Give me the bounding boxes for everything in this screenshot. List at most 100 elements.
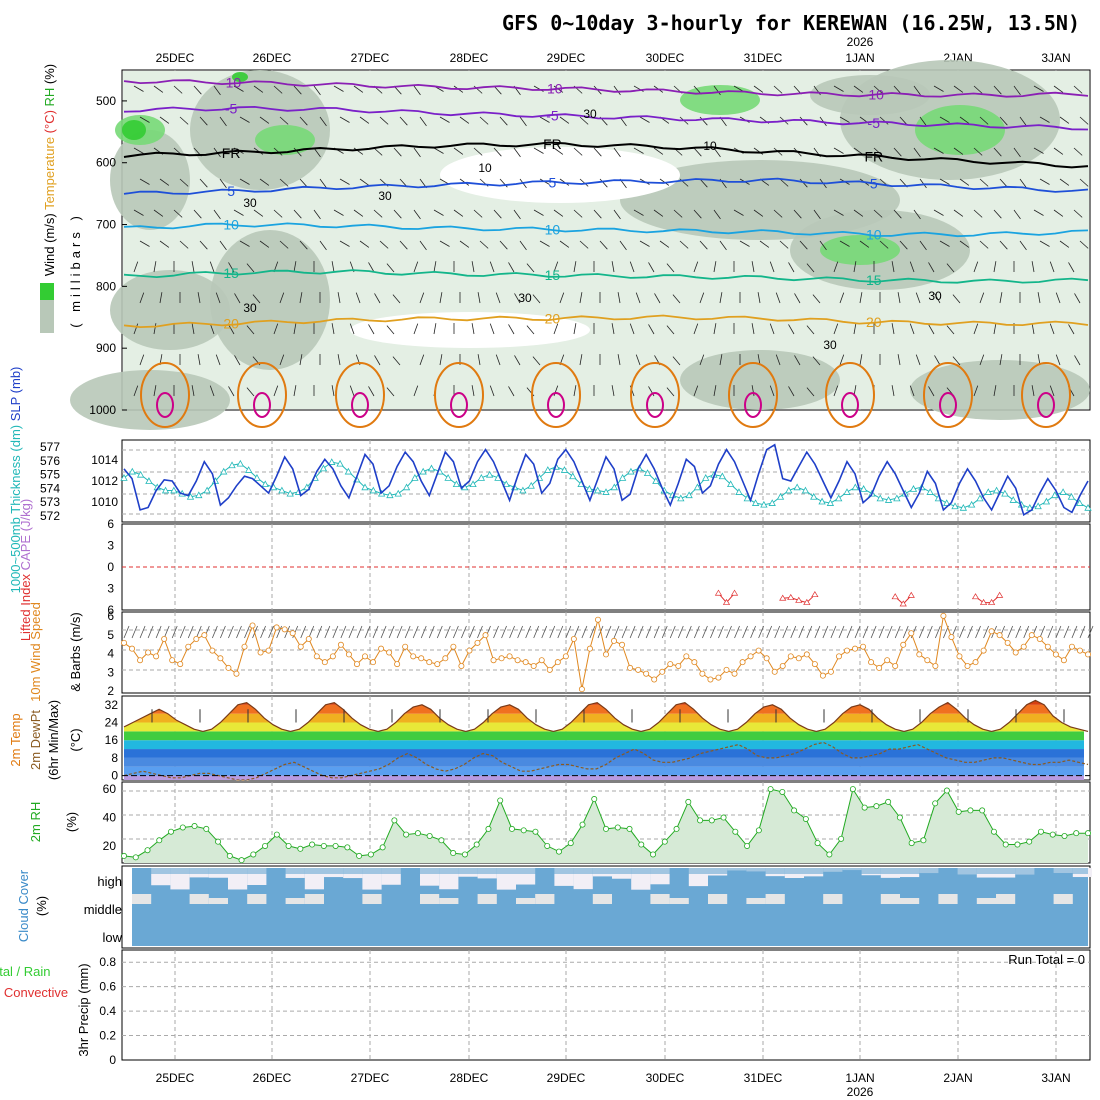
thickness-point [585,485,594,492]
rh2m-point [955,808,962,815]
wind-barb [699,240,708,250]
wind-barb [812,294,821,304]
wind-barb [1019,240,1027,251]
wind-barb [635,292,641,304]
wind-barb [611,261,615,273]
rh2m-point [603,825,610,832]
temp-color-band [124,757,1084,767]
cloud-mid-gap [823,894,843,904]
wind-barb [699,292,705,304]
thickness-point [527,481,535,489]
rh2m-point [250,851,257,858]
cloud-mid-gap [477,894,497,904]
wind-barb [559,292,565,304]
wind-speed-point [249,622,256,629]
wind-barb [939,116,950,123]
cloud-mid-gap [189,894,209,904]
thickness-point [610,483,618,491]
wind-barb [461,625,467,639]
wind-barb [648,386,655,397]
wind-speed-point [1036,636,1043,643]
temperature-contour-label: -5 [868,115,881,131]
wind-barb [379,240,389,249]
wind-barb [133,385,139,397]
wind-barb [388,625,395,639]
wind-barb [959,178,970,186]
wind-speed-point [522,659,529,666]
temp-color-band [124,700,1084,705]
lifted-index-point [803,598,811,605]
rh-area [124,789,1088,863]
wind-speed-point [586,645,593,652]
rh-contour-label: 30 [518,291,532,305]
wind-barb [679,240,689,249]
wind-barb [1079,625,1086,639]
wind-speed-point [972,659,979,666]
lifted-index-point [996,591,1004,598]
temperature-contour [825,362,875,428]
thickness-point [1076,499,1084,506]
wind-speed-point [1068,643,1075,650]
wind-speed-point [410,653,417,660]
wind-barb [473,209,483,218]
wind-speed-point [980,647,987,654]
wind-barb [915,292,921,304]
temperature-contour [1037,392,1055,418]
wind-barb [509,625,515,639]
wind-speed-point [603,651,610,658]
date-label-bottom: 26DEC [253,1071,292,1085]
wind-barb [299,178,308,188]
wind-barb [733,209,744,216]
wind-barb [273,385,279,397]
temperature-contour-label: 20 [866,314,882,330]
temp-color-band [124,775,1084,780]
wind-barb [666,325,675,335]
wind-barb [1023,625,1030,639]
wind-barb [279,178,289,187]
wind-speed-point [193,636,200,643]
wind-barb [806,387,815,397]
wind-barb [220,625,226,639]
wind-speed-point [763,655,770,662]
temperature-contour [123,177,1089,195]
wind-speed-point [852,645,859,652]
wind-barb [353,85,364,93]
wind-speed-point [386,649,393,656]
wind-barb [693,385,699,397]
rh2m-point [379,844,386,851]
wind-barb [565,625,572,639]
wind-barb [918,625,925,639]
wind-barb [333,209,344,216]
wind-barb [392,356,401,366]
ylabel-part: (%) [42,64,57,84]
wind-barb [862,625,869,639]
wind-barb [489,385,495,397]
wind-barb [839,240,850,247]
wind-barb [459,240,470,248]
upper-air-ylabel: Wind (m/s) Temperature (°C) RH (%) [42,64,57,276]
temp-color-band [124,740,1084,750]
rh2m-point [532,828,539,835]
wind-barb [599,178,608,188]
temp-ylabel-2: 2m DewPt [28,710,43,770]
wind-speed-point [811,661,818,668]
date-label-bottom: 27DEC [351,1071,390,1085]
wind-barb [693,625,700,639]
thickness-point [261,480,269,488]
wind-barb [353,209,364,217]
cape-tick-label: 3 [107,582,114,596]
wind-speed-point [1076,647,1083,654]
wind-barb [1073,209,1083,218]
wind-barb [513,147,521,158]
pressure-tick-label: 1000 [89,403,116,417]
wind-barb [611,323,615,335]
wind-barb [589,625,596,639]
rh2m-point [967,807,974,814]
rh2m-point [567,840,574,847]
thickness-point [751,499,760,506]
temperature-contour-label: -10 [542,81,562,97]
wind-barb [719,240,727,251]
date-label-bottom: 29DEC [547,1071,586,1085]
wind-barb [439,116,450,123]
